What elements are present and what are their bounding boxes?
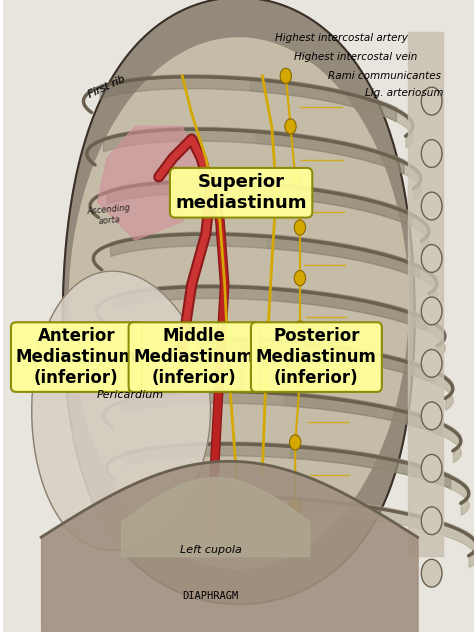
Circle shape xyxy=(421,192,442,220)
Text: Ascending
aorta: Ascending aorta xyxy=(87,204,132,226)
Circle shape xyxy=(290,498,301,513)
Text: Middle
Mediastinum
(inferior): Middle Mediastinum (inferior) xyxy=(134,327,255,387)
Circle shape xyxy=(421,297,442,325)
Text: Pericardium: Pericardium xyxy=(97,390,164,400)
Circle shape xyxy=(421,402,442,430)
Circle shape xyxy=(421,507,442,535)
Circle shape xyxy=(421,349,442,377)
Text: DIAPHRAGM: DIAPHRAGM xyxy=(182,591,238,601)
Circle shape xyxy=(290,169,301,185)
Circle shape xyxy=(285,119,296,134)
Circle shape xyxy=(421,140,442,167)
Polygon shape xyxy=(98,126,201,240)
Text: Posterior
Mediastinum
(inferior): Posterior Mediastinum (inferior) xyxy=(256,327,377,387)
Circle shape xyxy=(294,321,306,336)
Text: Superior
mediastinum: Superior mediastinum xyxy=(175,173,307,212)
Text: Descending
aorta: Descending aorta xyxy=(237,343,260,390)
Polygon shape xyxy=(69,38,408,569)
Text: Lig. arteriosum: Lig. arteriosum xyxy=(365,88,443,98)
Circle shape xyxy=(294,220,306,235)
Circle shape xyxy=(280,68,292,83)
Circle shape xyxy=(421,454,442,482)
Circle shape xyxy=(421,87,442,115)
Text: Left cupola: Left cupola xyxy=(180,545,241,555)
Polygon shape xyxy=(32,271,210,550)
Text: Rami communicantes: Rami communicantes xyxy=(328,71,441,81)
Circle shape xyxy=(421,559,442,587)
Text: Highest intercostal artery: Highest intercostal artery xyxy=(275,33,408,43)
Text: First rib: First rib xyxy=(87,74,127,100)
Circle shape xyxy=(294,372,306,387)
Circle shape xyxy=(290,435,301,450)
Text: Anterior
Mediastinum
(inferior): Anterior Mediastinum (inferior) xyxy=(16,327,137,387)
Text: Highest intercostal vein: Highest intercostal vein xyxy=(294,52,418,62)
Polygon shape xyxy=(63,0,415,604)
Text: First rib: First rib xyxy=(87,74,127,100)
Circle shape xyxy=(421,245,442,272)
Circle shape xyxy=(294,270,306,286)
